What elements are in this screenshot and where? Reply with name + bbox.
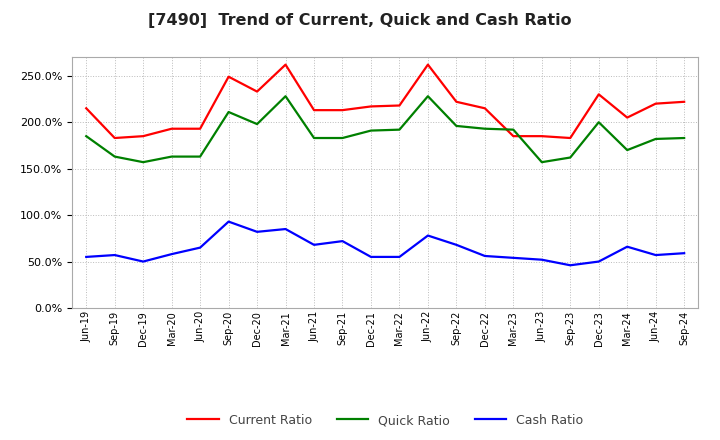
Current Ratio bbox=[452, 99, 461, 104]
Quick Ratio bbox=[452, 123, 461, 128]
Cash Ratio bbox=[253, 229, 261, 235]
Current Ratio bbox=[139, 133, 148, 139]
Quick Ratio bbox=[537, 160, 546, 165]
Cash Ratio bbox=[537, 257, 546, 262]
Current Ratio bbox=[196, 126, 204, 132]
Cash Ratio bbox=[82, 254, 91, 260]
Cash Ratio bbox=[566, 263, 575, 268]
Line: Cash Ratio: Cash Ratio bbox=[86, 222, 684, 265]
Cash Ratio bbox=[139, 259, 148, 264]
Cash Ratio bbox=[395, 254, 404, 260]
Current Ratio bbox=[566, 136, 575, 141]
Current Ratio bbox=[480, 106, 489, 111]
Current Ratio bbox=[395, 103, 404, 108]
Quick Ratio bbox=[110, 154, 119, 159]
Current Ratio bbox=[110, 136, 119, 141]
Quick Ratio bbox=[139, 160, 148, 165]
Quick Ratio bbox=[82, 133, 91, 139]
Quick Ratio bbox=[480, 126, 489, 132]
Current Ratio bbox=[253, 89, 261, 94]
Cash Ratio bbox=[595, 259, 603, 264]
Current Ratio bbox=[225, 74, 233, 79]
Current Ratio bbox=[595, 92, 603, 97]
Current Ratio bbox=[310, 107, 318, 113]
Quick Ratio bbox=[338, 136, 347, 141]
Current Ratio bbox=[338, 107, 347, 113]
Line: Quick Ratio: Quick Ratio bbox=[86, 96, 684, 162]
Current Ratio bbox=[366, 104, 375, 109]
Legend: Current Ratio, Quick Ratio, Cash Ratio: Current Ratio, Quick Ratio, Cash Ratio bbox=[182, 409, 588, 432]
Quick Ratio bbox=[310, 136, 318, 141]
Quick Ratio bbox=[366, 128, 375, 133]
Cash Ratio bbox=[282, 227, 290, 232]
Cash Ratio bbox=[423, 233, 432, 238]
Current Ratio bbox=[282, 62, 290, 67]
Cash Ratio bbox=[338, 238, 347, 244]
Cash Ratio bbox=[167, 252, 176, 257]
Cash Ratio bbox=[366, 254, 375, 260]
Current Ratio bbox=[652, 101, 660, 106]
Quick Ratio bbox=[167, 154, 176, 159]
Cash Ratio bbox=[623, 244, 631, 249]
Quick Ratio bbox=[423, 94, 432, 99]
Cash Ratio bbox=[480, 253, 489, 259]
Cash Ratio bbox=[652, 253, 660, 258]
Quick Ratio bbox=[225, 110, 233, 115]
Current Ratio bbox=[509, 133, 518, 139]
Current Ratio bbox=[167, 126, 176, 132]
Current Ratio bbox=[82, 106, 91, 111]
Quick Ratio bbox=[253, 121, 261, 127]
Quick Ratio bbox=[652, 136, 660, 142]
Quick Ratio bbox=[595, 120, 603, 125]
Line: Current Ratio: Current Ratio bbox=[86, 65, 684, 138]
Quick Ratio bbox=[680, 136, 688, 141]
Cash Ratio bbox=[225, 219, 233, 224]
Current Ratio bbox=[537, 133, 546, 139]
Current Ratio bbox=[623, 115, 631, 120]
Current Ratio bbox=[680, 99, 688, 104]
Current Ratio bbox=[423, 62, 432, 67]
Quick Ratio bbox=[282, 94, 290, 99]
Quick Ratio bbox=[196, 154, 204, 159]
Cash Ratio bbox=[509, 255, 518, 260]
Cash Ratio bbox=[196, 245, 204, 250]
Text: [7490]  Trend of Current, Quick and Cash Ratio: [7490] Trend of Current, Quick and Cash … bbox=[148, 13, 572, 28]
Quick Ratio bbox=[395, 127, 404, 132]
Cash Ratio bbox=[310, 242, 318, 247]
Cash Ratio bbox=[110, 253, 119, 258]
Quick Ratio bbox=[566, 155, 575, 160]
Quick Ratio bbox=[509, 127, 518, 132]
Cash Ratio bbox=[452, 242, 461, 247]
Quick Ratio bbox=[623, 147, 631, 153]
Cash Ratio bbox=[680, 250, 688, 256]
